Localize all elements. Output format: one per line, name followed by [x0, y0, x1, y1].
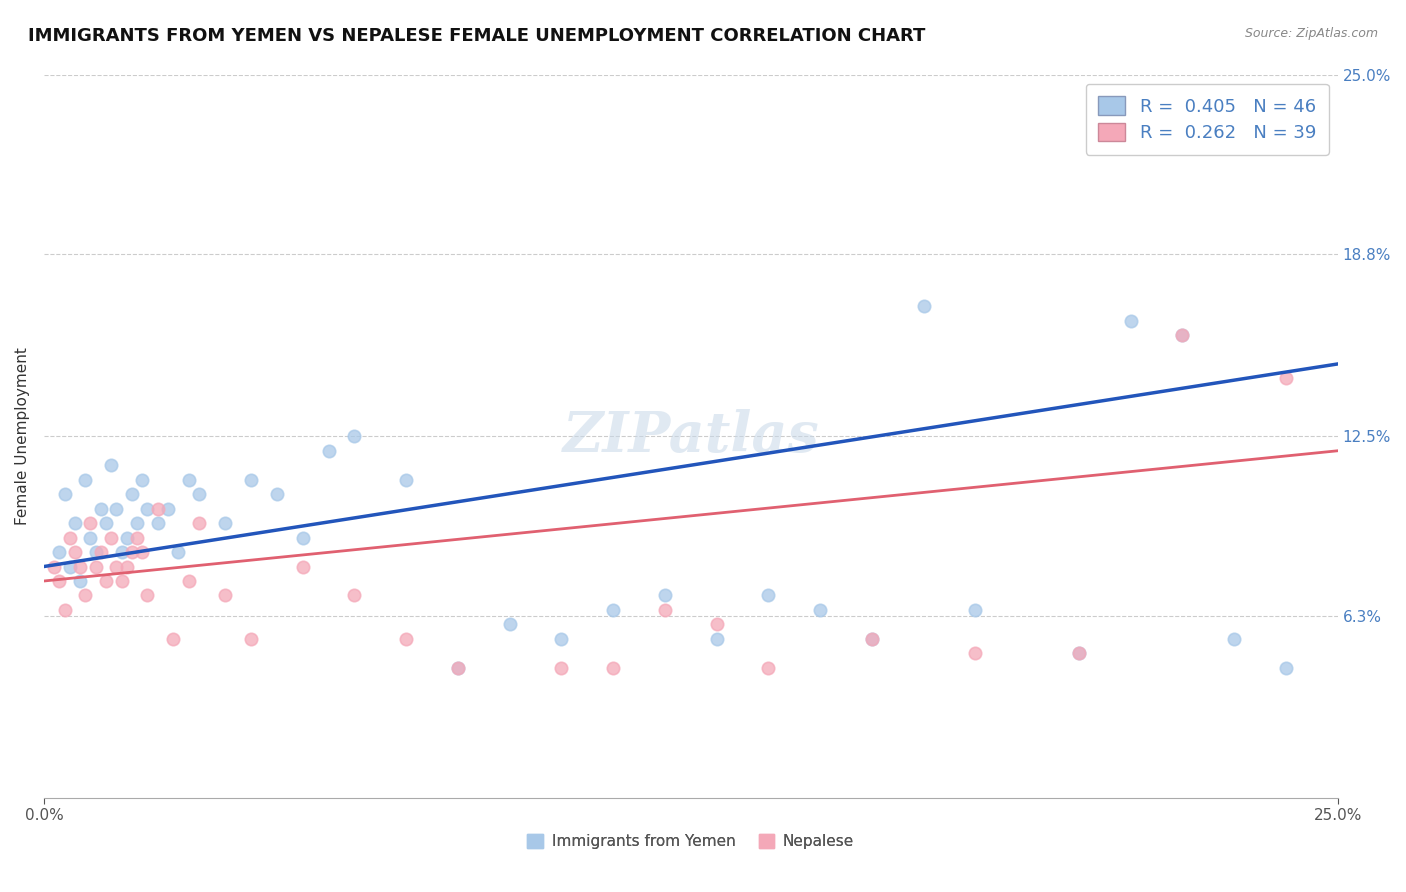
Point: [75, 589, 97, 603]
Legend: Immigrants from Yemen, Nepalese: Immigrants from Yemen, Nepalese: [522, 829, 860, 855]
Point: [447, 661, 470, 675]
Point: [63, 516, 86, 530]
Point: [115, 559, 138, 574]
Point: [808, 603, 831, 617]
Point: [266, 487, 288, 501]
Text: IMMIGRANTS FROM YEMEN VS NEPALESE FEMALE UNEMPLOYMENT CORRELATION CHART: IMMIGRANTS FROM YEMEN VS NEPALESE FEMALE…: [28, 27, 925, 45]
Point: [162, 632, 184, 646]
Point: [69, 574, 91, 588]
Point: [1171, 328, 1194, 343]
Point: [125, 531, 148, 545]
Point: [125, 516, 148, 530]
Point: [79, 516, 101, 530]
Point: [343, 589, 366, 603]
Point: [136, 589, 159, 603]
Point: [131, 545, 153, 559]
Point: [63, 545, 86, 559]
Point: [177, 473, 200, 487]
Point: [758, 589, 780, 603]
Point: [48, 574, 70, 588]
Point: [84, 545, 107, 559]
Point: [188, 516, 211, 530]
Y-axis label: Female Unemployment: Female Unemployment: [15, 347, 30, 525]
Point: [59, 531, 82, 545]
Point: [157, 501, 180, 516]
Point: [1067, 646, 1090, 660]
Point: [239, 473, 262, 487]
Point: [48, 545, 70, 559]
Point: [84, 559, 107, 574]
Point: [146, 516, 169, 530]
Point: [550, 632, 572, 646]
Point: [53, 487, 76, 501]
Point: [177, 574, 200, 588]
Point: [94, 516, 117, 530]
Point: [291, 559, 314, 574]
Point: [758, 661, 780, 675]
Point: [79, 531, 101, 545]
Point: [860, 632, 883, 646]
Point: [965, 646, 987, 660]
Point: [395, 632, 418, 646]
Point: [654, 603, 676, 617]
Point: [94, 574, 117, 588]
Point: [136, 501, 159, 516]
Point: [965, 603, 987, 617]
Point: [499, 617, 522, 632]
Point: [912, 299, 935, 313]
Point: [239, 632, 262, 646]
Point: [44, 559, 66, 574]
Point: [167, 545, 190, 559]
Point: [121, 487, 143, 501]
Point: [131, 473, 153, 487]
Point: [110, 574, 132, 588]
Point: [188, 487, 211, 501]
Point: [75, 473, 97, 487]
Point: [69, 559, 91, 574]
Point: [447, 661, 470, 675]
Point: [59, 559, 82, 574]
Point: [1171, 328, 1194, 343]
Point: [90, 501, 112, 516]
Point: [395, 473, 418, 487]
Point: [318, 443, 340, 458]
Point: [1119, 313, 1142, 327]
Point: [214, 589, 236, 603]
Point: [146, 501, 169, 516]
Point: [53, 603, 76, 617]
Point: [706, 632, 728, 646]
Point: [343, 429, 366, 443]
Point: [1067, 646, 1090, 660]
Point: [860, 632, 883, 646]
Point: [1275, 371, 1298, 385]
Point: [1275, 661, 1298, 675]
Point: [100, 531, 122, 545]
Point: [1223, 632, 1246, 646]
Point: [115, 531, 138, 545]
Point: [214, 516, 236, 530]
Point: [602, 661, 624, 675]
Point: [105, 559, 128, 574]
Point: [105, 501, 128, 516]
Text: ZIPatlas: ZIPatlas: [562, 409, 820, 464]
Point: [110, 545, 132, 559]
Point: [550, 661, 572, 675]
Point: [706, 617, 728, 632]
Point: [654, 589, 676, 603]
Point: [90, 545, 112, 559]
Point: [121, 545, 143, 559]
Point: [602, 603, 624, 617]
Point: [291, 531, 314, 545]
Point: [100, 458, 122, 473]
Text: Source: ZipAtlas.com: Source: ZipAtlas.com: [1244, 27, 1378, 40]
